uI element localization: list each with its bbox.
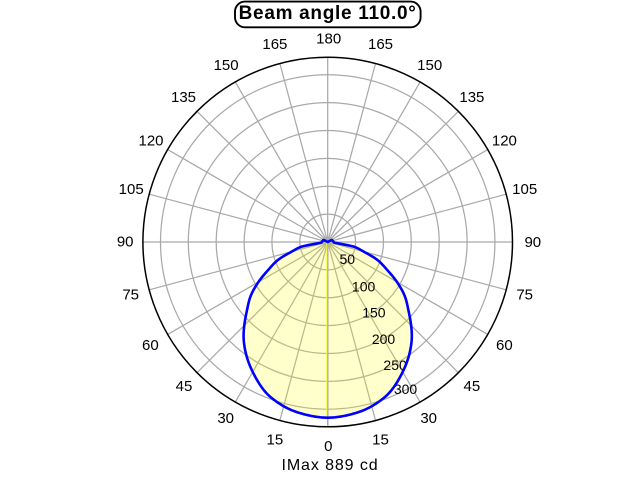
svg-text:75: 75 <box>122 287 139 304</box>
svg-text:150: 150 <box>362 304 386 320</box>
svg-text:150: 150 <box>417 57 442 74</box>
svg-text:90: 90 <box>524 234 541 251</box>
svg-text:200: 200 <box>372 331 396 347</box>
svg-text:150: 150 <box>214 57 239 74</box>
svg-text:45: 45 <box>464 378 481 395</box>
svg-text:Beam angle 110.0°: Beam angle 110.0° <box>239 3 417 24</box>
svg-text:165: 165 <box>262 36 287 53</box>
svg-text:30: 30 <box>420 410 437 427</box>
svg-text:90: 90 <box>117 234 134 251</box>
svg-text:15: 15 <box>372 432 389 449</box>
svg-text:IMax 889 cd: IMax 889 cd <box>281 457 378 474</box>
svg-text:30: 30 <box>217 410 234 427</box>
svg-text:300: 300 <box>394 381 418 397</box>
svg-text:135: 135 <box>171 89 196 106</box>
svg-text:100: 100 <box>352 279 376 295</box>
svg-text:135: 135 <box>459 89 484 106</box>
svg-text:75: 75 <box>516 287 533 304</box>
svg-text:0: 0 <box>324 438 332 455</box>
svg-text:60: 60 <box>142 337 159 354</box>
svg-text:60: 60 <box>496 337 513 354</box>
svg-text:180: 180 <box>316 30 341 47</box>
svg-text:45: 45 <box>176 378 193 395</box>
svg-text:250: 250 <box>383 357 407 373</box>
svg-text:50: 50 <box>340 251 356 267</box>
svg-text:120: 120 <box>138 132 163 149</box>
svg-text:15: 15 <box>267 432 284 449</box>
svg-text:105: 105 <box>512 181 537 198</box>
svg-text:165: 165 <box>368 36 393 53</box>
svg-text:120: 120 <box>492 132 517 149</box>
svg-text:105: 105 <box>119 181 144 198</box>
